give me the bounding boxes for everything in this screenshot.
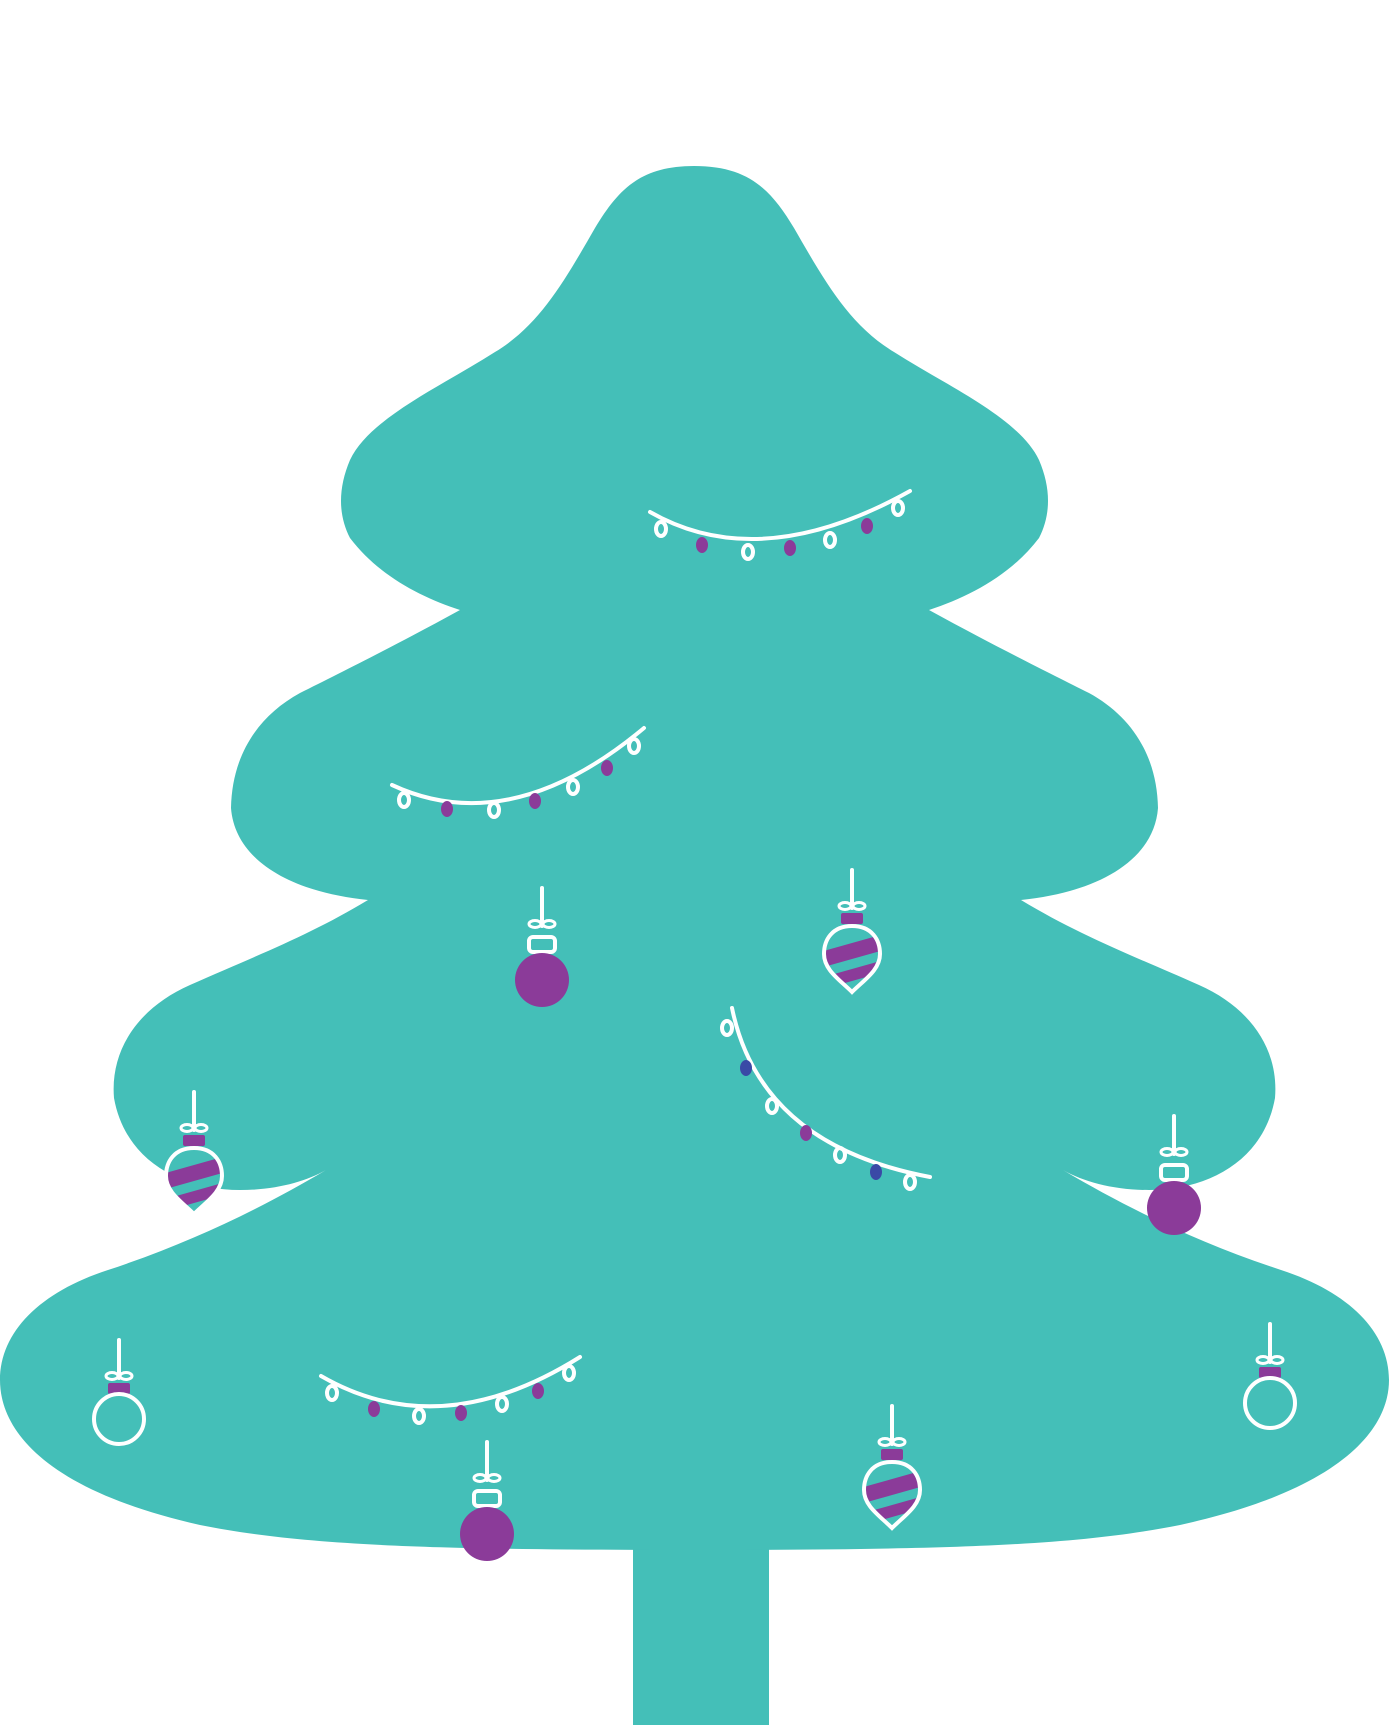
garland-upper-left <box>390 726 646 819</box>
garland-bulb <box>368 1401 380 1417</box>
garland-bulb <box>441 801 453 817</box>
garland-bulb <box>532 1383 544 1399</box>
garland-bulb <box>784 540 796 556</box>
garland-middle-right <box>720 1006 932 1191</box>
garlands <box>319 489 932 1425</box>
garland-bulb <box>601 760 613 776</box>
tree-canopy <box>0 166 1389 1550</box>
tree-trunk <box>633 1530 769 1725</box>
garland-bulb <box>800 1125 812 1141</box>
garland-bottom-left <box>319 1355 582 1425</box>
garland-bulb <box>870 1164 882 1180</box>
garland-bulb <box>455 1405 467 1421</box>
garland-bulb <box>696 537 708 553</box>
garland-bulb <box>861 518 873 534</box>
garland-bulb <box>740 1060 752 1076</box>
tree <box>0 166 1389 1725</box>
garland-top <box>648 489 912 561</box>
garland-bulb <box>529 793 541 809</box>
